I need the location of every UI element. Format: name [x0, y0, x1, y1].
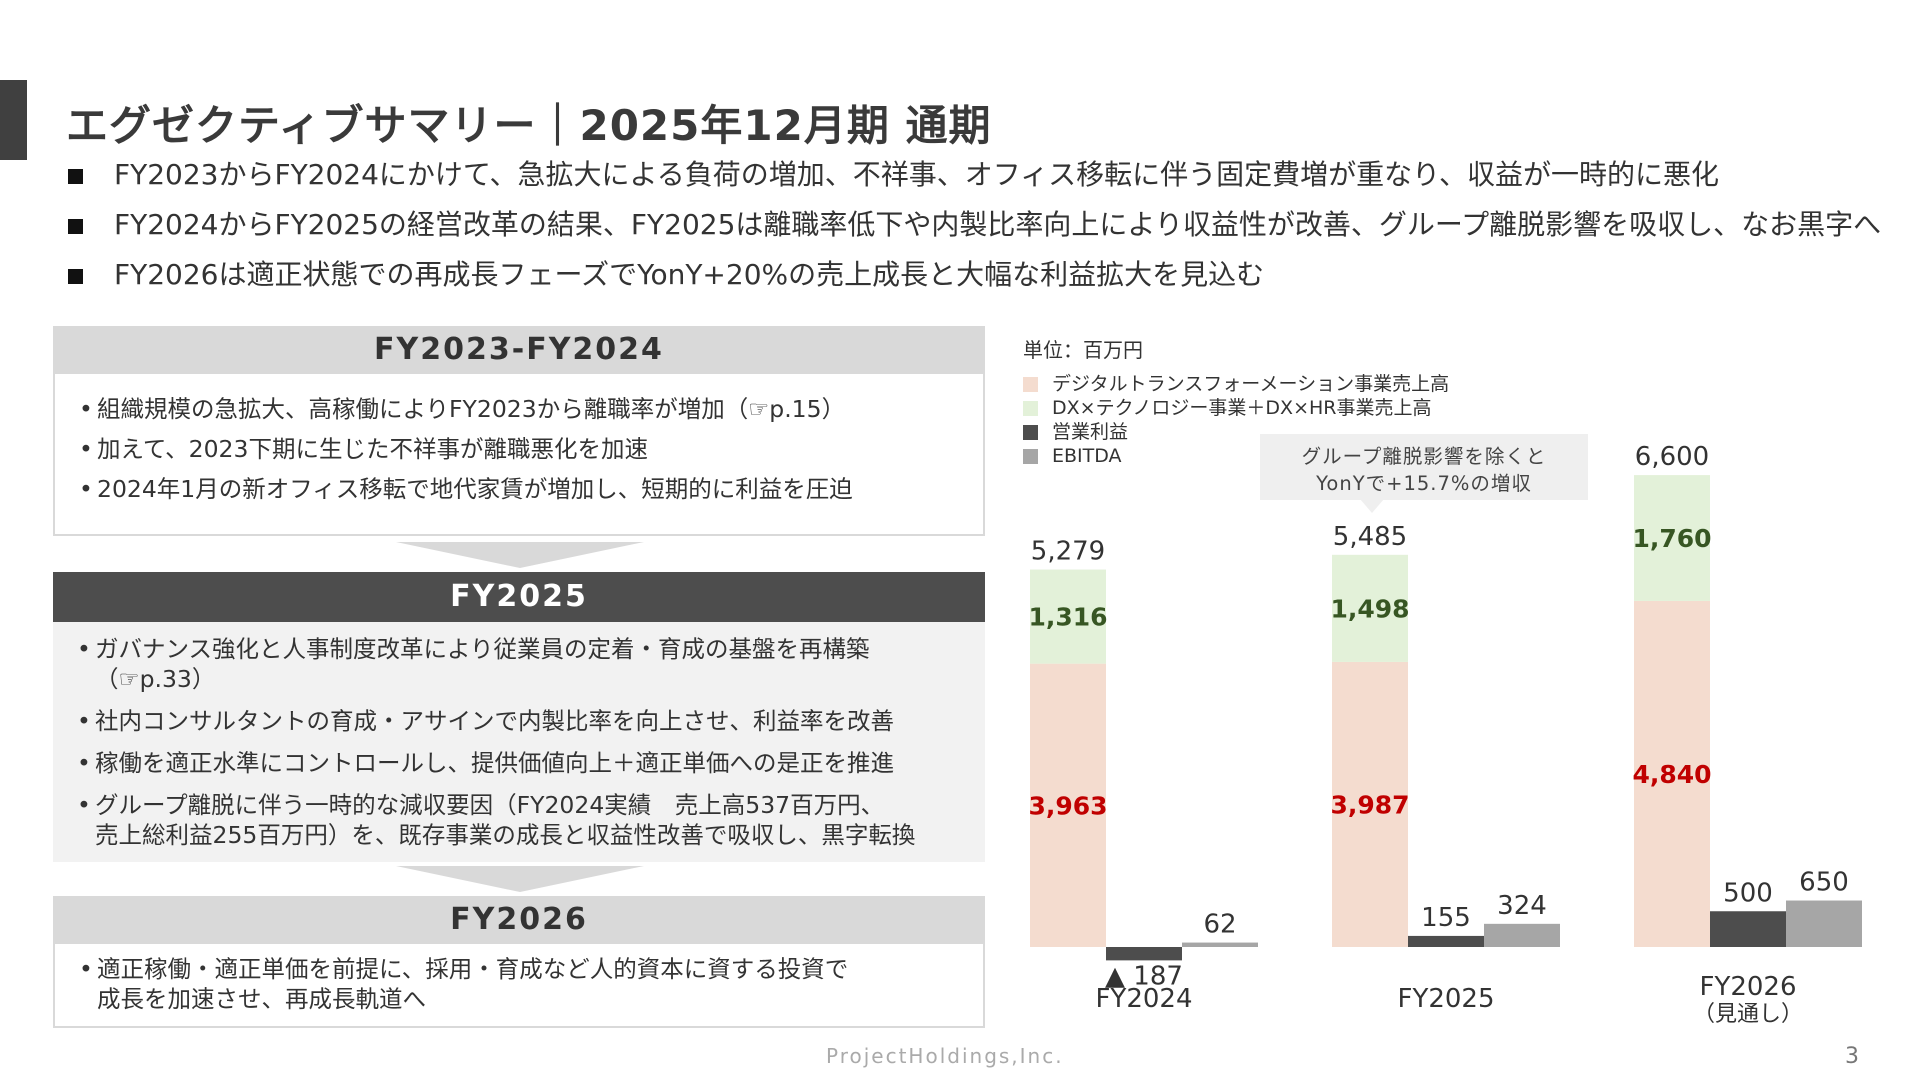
legend-swatch	[1023, 449, 1038, 464]
bullet-dot-icon: •	[79, 475, 93, 503]
panel-list-item: • 社内コンサルタントの育成・アサインで内製比率を向上させ、利益率を改善	[53, 706, 985, 736]
legend-label: DX×テクノロジー事業＋DX×HR事業売上高	[1052, 397, 1432, 419]
page-number: 3	[1845, 1044, 1859, 1069]
panel-list-item: • ガバナンス強化と人事制度改革により従業員の定着・育成の基盤を再構築 （☞p.33…	[53, 634, 985, 694]
panel-list-item: • 稼働を適正水準にコントロールし、提供価値向上＋適正単価への是正を推進	[53, 748, 985, 778]
panel-fy2026-header: FY2026	[53, 896, 985, 944]
panel-item-text: 適正稼働・適正単価を前提に、採用・育成など人的資本に資する投資で	[97, 955, 849, 983]
data-label-operating-profit: 155	[1421, 903, 1471, 933]
panel-list-item: • 加えて、2023下期に生じた不祥事が離職悪化を加速	[55, 434, 983, 464]
bullet-dot-icon: •	[79, 955, 93, 983]
bullet-dot-icon: •	[79, 395, 93, 423]
callout-line: グループ離脱影響を除くと	[1301, 445, 1547, 468]
data-label-tech-hr-revenue: 1,760	[1632, 524, 1711, 553]
chart-callout: グループ離脱影響を除くと YonYで+15.7%の増収	[1260, 434, 1588, 500]
bullet-dot-icon: •	[79, 435, 93, 463]
bar-dt-revenue	[1634, 600, 1710, 947]
summary-bullet: FY2026は適正状態での再成長フェーズでYonY+20%の売上成長と大幅な利益…	[68, 255, 1918, 305]
bullet-square-icon	[68, 269, 83, 284]
data-label-ebitda: 324	[1497, 891, 1547, 921]
bullet-square-icon	[68, 219, 83, 234]
bar-dt-revenue	[1030, 663, 1106, 947]
panel-fy2023-fy2024-header: FY2023-FY2024	[53, 326, 985, 374]
panel-item-text: グループ離脱に伴う一時的な減収要因（FY2024実績 売上高537百万円、	[95, 791, 885, 819]
panel-item-text: 加えて、2023下期に生じた不祥事が離職悪化を加速	[97, 435, 648, 463]
data-label-dt-revenue: 4,840	[1632, 760, 1711, 789]
data-label-tech-hr-revenue: 1,498	[1330, 594, 1409, 623]
bar-ebitda	[1484, 923, 1560, 947]
panel-item-text: 売上総利益255百万円）を、既存事業の成長と収益性改善で吸収し、黒字転換	[95, 821, 916, 849]
title-accent-bar	[0, 80, 27, 160]
panel-item-text: 2024年1月の新オフィス移転で地代家賃が増加し、短期的に利益を圧迫	[97, 475, 853, 503]
panel-fy2026-body: • 適正稼働・適正単価を前提に、採用・育成など人的資本に資する投資で 成長を加速させ…	[53, 944, 985, 1028]
data-label-dt-revenue: 3,963	[1028, 791, 1107, 820]
x-tick-label: FY2026	[1699, 972, 1796, 1002]
bullet-dot-icon: •	[77, 707, 91, 735]
data-label-operating-profit: 500	[1723, 878, 1773, 908]
bullet-square-icon	[68, 169, 83, 184]
footer-company: ProjectHoldings,Inc.	[826, 1044, 1064, 1068]
panel-item-text: 稼働を適正水準にコントロールし、提供価値向上＋適正単価への是正を推進	[95, 749, 894, 777]
page-title: エグゼクティブサマリー｜2025年12月期 通期	[66, 101, 992, 150]
bar-tech-hr-revenue	[1634, 475, 1710, 601]
summary-bullet-text: FY2026は適正状態での再成長フェーズでYonY+20%の売上成長と大幅な利益…	[114, 258, 1265, 291]
data-label-operating-profit: ▲ 187	[1105, 961, 1183, 991]
bar-operating-profit	[1710, 911, 1786, 947]
panel-item-text: 成長を加速させ、再成長軌道へ	[97, 985, 426, 1013]
summary-bullet-text: FY2023からFY2024にかけて、急拡大による負荷の増加、不祥事、オフィス移…	[114, 158, 1720, 191]
bar-dt-revenue	[1332, 661, 1408, 947]
bar-ebitda	[1182, 942, 1258, 947]
panel-item-text: ガバナンス強化と人事制度改革により従業員の定着・育成の基盤を再構築	[95, 635, 870, 663]
legend-label: EBITDA	[1052, 445, 1122, 467]
data-label-ebitda: 650	[1799, 868, 1849, 898]
down-arrow-icon	[396, 866, 644, 892]
bullet-dot-icon: •	[77, 749, 91, 777]
summary-bullet-text: FY2024からFY2025の経営改革の結果、FY2025は離職率低下や内製比率…	[114, 208, 1882, 241]
summary-bullet: FY2024からFY2025の経営改革の結果、FY2025は離職率低下や内製比率…	[68, 205, 1918, 255]
data-label-tech-hr-revenue: 1,316	[1028, 603, 1107, 632]
bar-operating-profit	[1106, 947, 1182, 961]
bar-ebitda	[1786, 900, 1862, 947]
bullet-dot-icon: •	[77, 635, 91, 663]
data-label-total: 5,279	[1031, 537, 1105, 567]
legend-swatch	[1023, 425, 1038, 440]
callout-tail	[1360, 499, 1384, 513]
panel-item-text: 社内コンサルタントの育成・アサインで内製比率を向上させ、利益率を改善	[95, 707, 894, 735]
summary-bullet: FY2023からFY2024にかけて、急拡大による負荷の増加、不祥事、オフィス移…	[68, 155, 1918, 205]
panel-fy2025-header: FY2025	[53, 572, 985, 622]
panel-item-text: （☞p.33）	[95, 665, 216, 693]
panel-item-text: 組織規模の急拡大、高稼働によりFY2023から離職率が増加（☞p.15）	[97, 395, 846, 423]
bullet-dot-icon: •	[77, 791, 91, 819]
x-tick-label: FY2024	[1095, 984, 1192, 1014]
chart-unit-label: 単位：百万円	[1023, 338, 1143, 362]
x-tick-label: FY2025	[1397, 984, 1494, 1014]
bar-operating-profit	[1408, 935, 1484, 947]
bar-tech-hr-revenue	[1030, 569, 1106, 664]
data-label-total: 6,600	[1635, 442, 1709, 472]
summary-bullets: FY2023からFY2024にかけて、急拡大による負荷の増加、不祥事、オフィス移…	[68, 155, 1918, 305]
x-tick-label: （見通し）	[1693, 1002, 1803, 1027]
callout-line: YonYで+15.7%の増収	[1316, 472, 1532, 495]
panel-fy2025-body: • ガバナンス強化と人事制度改革により従業員の定着・育成の基盤を再構築 （☞p.33…	[53, 622, 985, 862]
down-arrow-icon	[396, 542, 644, 568]
panel-fy2023-fy2024-body: • 組織規模の急拡大、高稼働によりFY2023から離職率が増加（☞p.15） • 加…	[53, 374, 985, 536]
data-label-total: 5,485	[1333, 522, 1407, 552]
data-label-ebitda: 62	[1203, 910, 1236, 940]
bar-tech-hr-revenue	[1332, 554, 1408, 662]
legend-swatch	[1023, 377, 1038, 392]
legend-swatch	[1023, 401, 1038, 416]
panel-list-item: • 組織規模の急拡大、高稼働によりFY2023から離職率が増加（☞p.15）	[55, 394, 983, 424]
panel-list-item: • 2024年1月の新オフィス移転で地代家賃が増加し、短期的に利益を圧迫	[55, 474, 983, 504]
panel-list-item: • 適正稼働・適正単価を前提に、採用・育成など人的資本に資する投資で 成長を加速させ…	[55, 954, 983, 1014]
legend-label: 営業利益	[1052, 421, 1129, 443]
panel-list-item: • グループ離脱に伴う一時的な減収要因（FY2024実績 売上高537百万円、 売上…	[53, 790, 985, 850]
data-label-dt-revenue: 3,987	[1330, 790, 1409, 819]
legend-label: デジタルトランスフォーメーション事業売上高	[1052, 373, 1450, 395]
